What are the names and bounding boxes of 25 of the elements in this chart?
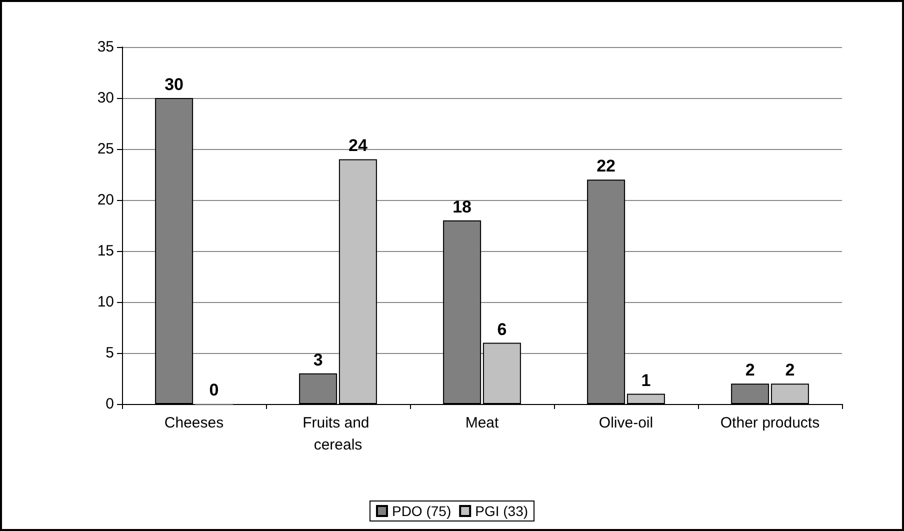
data-label: 18 (452, 197, 472, 216)
data-label: 1 (641, 370, 651, 390)
x-tick-label: Olive-oil (598, 414, 654, 432)
data-label: 24 (348, 136, 368, 156)
y-tick-label: 35 (97, 38, 114, 56)
x-tick-label: Fruits and cereals (302, 414, 374, 454)
legend-label: PDO (75) (392, 503, 452, 519)
data-label: 6 (497, 320, 507, 339)
x-tick-label: Other products (720, 414, 820, 432)
y-tick-label: 20 (97, 192, 114, 208)
data-label: 2 (745, 360, 755, 380)
data-label: 22 (596, 156, 616, 176)
data-label: 0 (209, 380, 219, 400)
y-tick-label: 0 (106, 396, 114, 412)
data-label: 30 (164, 75, 184, 94)
x-tick-label: Cheeses (164, 414, 224, 432)
y-tick-label: 15 (97, 242, 114, 260)
legend-label: PGI (33) (475, 503, 528, 519)
y-tick-label: 5 (106, 344, 114, 362)
y-tick-label: 10 (97, 294, 114, 310)
data-label: 3 (313, 350, 323, 370)
y-tick-label: 30 (97, 90, 114, 106)
x-tick-label: Meat (465, 414, 500, 432)
data-label: 2 (785, 360, 795, 380)
y-tick-label: 25 (97, 140, 114, 158)
